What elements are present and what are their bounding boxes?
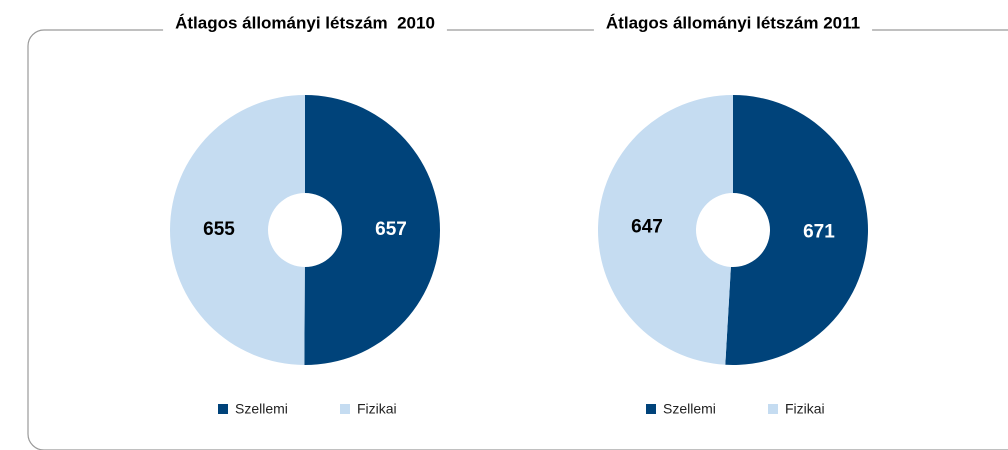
slice	[598, 94, 733, 365]
title-background	[593, 14, 873, 38]
legend-label: Fizikai	[357, 401, 397, 417]
frame	[27, 29, 1008, 450]
chart-title: Átlagos állományi létszám 2011	[606, 13, 860, 32]
slice	[725, 95, 868, 365]
data-label: 671	[803, 221, 835, 242]
legend-swatch	[646, 404, 656, 414]
data-label: 647	[631, 217, 663, 238]
legend-swatch	[218, 404, 228, 414]
data-label: 655	[203, 219, 235, 240]
legend-label: Szellemi	[663, 401, 716, 417]
legend-label: Fizikai	[785, 401, 825, 417]
slice	[304, 95, 440, 365]
data-label: 657	[375, 219, 407, 240]
slice	[169, 95, 305, 365]
chart-title: Átlagos állományi létszám 2010	[175, 13, 435, 32]
legend-swatch	[340, 404, 350, 414]
legend-swatch	[768, 404, 778, 414]
title-background	[163, 14, 447, 38]
legend-label: Szellemi	[235, 401, 288, 417]
